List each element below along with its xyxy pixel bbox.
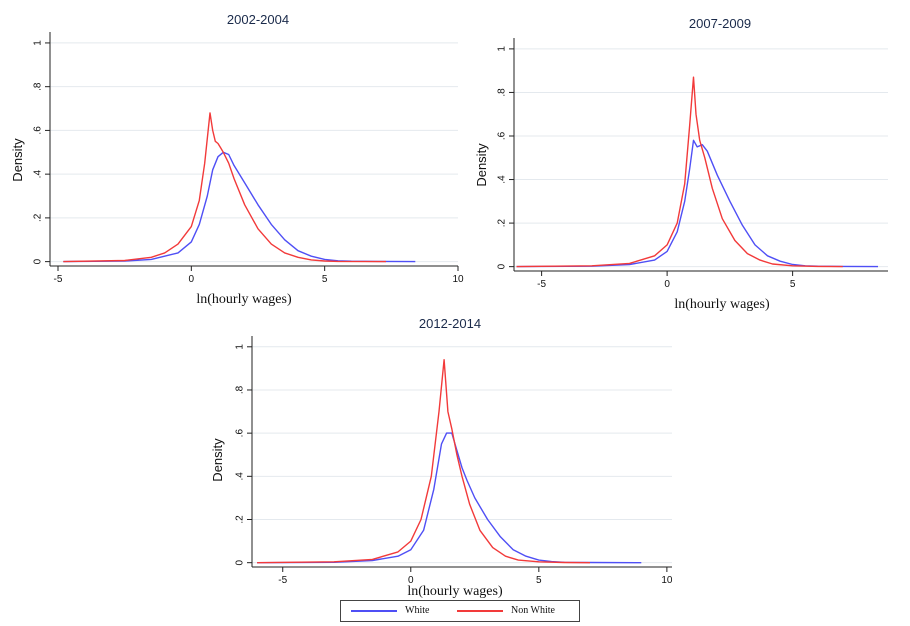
x-tick-label: 5	[322, 274, 328, 285]
legend-item-non-white: Non White	[457, 605, 555, 616]
y-tick-label: .4	[235, 472, 246, 481]
series-line-non-white	[257, 359, 591, 564]
y-tick-label: 0	[235, 559, 246, 565]
y-tick-label: .4	[497, 175, 508, 184]
x-tick-label: 10	[452, 274, 464, 285]
x-axis-label: ln(hourly wages)	[407, 584, 503, 599]
x-tick-label: 5	[536, 575, 542, 586]
legend-swatch-non-white	[457, 609, 503, 612]
series-line-white	[516, 139, 879, 268]
y-tick-label: .6	[497, 131, 508, 140]
x-axis-label: ln(hourly wages)	[196, 292, 292, 307]
y-tick-label: .6	[33, 126, 44, 135]
y-tick-label: .2	[235, 515, 246, 524]
y-tick-label: .8	[235, 385, 246, 394]
x-axis-label: ln(hourly wages)	[674, 297, 770, 312]
plot-area: 0 .2 .4 .6 .8 1 -5 0 5	[497, 38, 888, 290]
x-tick-label: -5	[278, 575, 287, 586]
x-tick-label: 10	[661, 575, 673, 586]
y-axis-label: Density	[474, 143, 489, 187]
chart-title: 2007-2009	[689, 16, 751, 31]
legend-label-white: White	[405, 605, 430, 616]
legend-swatch-white	[351, 609, 397, 612]
plot-area: 0 .2 .4 .6 .8 1 -5 0 5 10	[235, 336, 673, 586]
x-tick-label: -5	[54, 274, 63, 285]
y-tick-label: 1	[235, 344, 246, 350]
y-axis-label: Density	[210, 438, 225, 482]
y-tick-label: 0	[497, 263, 508, 269]
plot-area: 0 .2 .4 .6 .8 1 -5 0 5 10	[33, 32, 464, 285]
y-tick-label: 0	[33, 258, 44, 264]
y-tick-label: .4	[33, 170, 44, 179]
y-tick-label: .6	[235, 429, 246, 438]
x-tick-label: 5	[790, 279, 796, 290]
chart-title: 2002-2004	[227, 12, 289, 27]
y-axis-label: Density	[10, 138, 25, 182]
y-tick-label: .8	[497, 88, 508, 97]
chart-2012-2014: 2012-2014 0 .2 .4 .6 .8 1 -5 0 5 10 Density ln(ho…	[210, 316, 673, 599]
x-tick-label: -5	[537, 279, 546, 290]
y-tick-label: 1	[497, 46, 508, 52]
series-line-white	[257, 432, 642, 564]
y-tick-label: 1	[33, 40, 44, 46]
y-tick-label: .2	[33, 213, 44, 222]
y-tick-label: .8	[33, 82, 44, 91]
legend-label-non-white: Non White	[511, 605, 555, 616]
legend: White Non White	[340, 600, 580, 622]
chart-title: 2012-2014	[419, 316, 481, 331]
x-tick-label: 0	[408, 575, 414, 586]
chart-2007-2009: 2007-2009 0 .2 .4 .6 .8 1 -5 0 5 Density ln(hour…	[474, 16, 888, 312]
x-tick-label: 0	[189, 274, 195, 285]
y-tick-label: .2	[497, 218, 508, 227]
series-line-non-white	[63, 112, 387, 263]
series-line-white	[63, 151, 416, 263]
legend-item-white: White	[351, 605, 429, 616]
series-line-non-white	[516, 76, 843, 268]
chart-2002-2004: 2002-2004 0 .2 .4 .6 .8 1 -5 0 5 10 Density ln(ho…	[10, 12, 464, 307]
x-tick-label: 0	[664, 279, 670, 290]
